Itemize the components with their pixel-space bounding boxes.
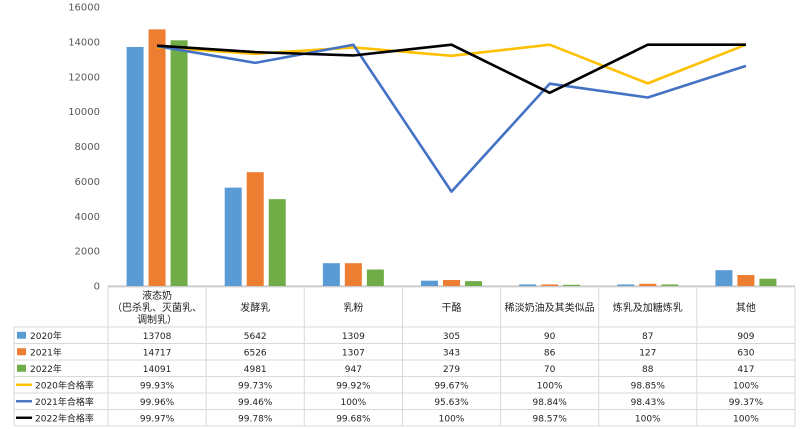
table-cell: 98.43% — [631, 398, 666, 408]
bar — [465, 281, 482, 286]
table-cell: 909 — [737, 332, 754, 342]
table-cell: 98.57% — [532, 414, 567, 424]
category-label: 发酵乳 — [240, 301, 270, 314]
bar — [737, 275, 755, 286]
bar — [224, 187, 242, 286]
table-cell: 100% — [635, 414, 661, 424]
y-tick-label: 4000 — [75, 212, 100, 223]
table-cell: 13708 — [143, 332, 172, 342]
table-cell: 70 — [544, 365, 556, 375]
bar — [170, 40, 188, 286]
table-cell: 305 — [443, 332, 460, 342]
table-cell: 417 — [737, 365, 754, 375]
y-tick-label: 2000 — [75, 247, 100, 258]
bar — [519, 284, 537, 286]
category-label: 干酪 — [442, 301, 462, 314]
y-tick-label: 14000 — [68, 37, 100, 48]
series-line — [156, 43, 747, 85]
series-line — [156, 43, 747, 193]
table-cell: 6526 — [244, 348, 267, 358]
table-cell: 100% — [733, 414, 759, 424]
bar — [246, 172, 264, 286]
legend-label: 2021年合格率 — [35, 396, 94, 408]
y-tick-label: 8000 — [75, 142, 100, 153]
series-line — [156, 43, 746, 95]
bar — [715, 270, 733, 286]
table-cell: 87 — [642, 332, 653, 342]
legend-label: 2020年 — [30, 330, 62, 342]
y-tick-label: 6000 — [75, 177, 100, 188]
table-cell: 14717 — [143, 348, 172, 358]
table-cell: 99.68% — [336, 414, 371, 424]
table-cell: 86 — [544, 348, 556, 358]
bar — [639, 283, 657, 286]
table-cell: 99.78% — [238, 414, 273, 424]
table-cell: 99.93% — [140, 381, 175, 391]
legend-swatch — [17, 331, 26, 339]
category-label: 其他 — [736, 301, 756, 314]
legend-label: 2020年合格率 — [35, 379, 94, 391]
bar — [344, 263, 362, 286]
legend-swatch — [17, 364, 26, 372]
bar — [148, 29, 166, 286]
bar — [366, 269, 384, 286]
table-cell: 98.84% — [532, 398, 567, 408]
table-cell: 100% — [340, 398, 366, 408]
table-cell: 4981 — [244, 365, 267, 375]
y-tick-label: 16000 — [68, 3, 100, 14]
bar — [268, 199, 286, 286]
bar — [322, 263, 340, 286]
table-cell: 100% — [439, 414, 465, 424]
table-cell: 14091 — [143, 365, 172, 375]
table-cell: 88 — [642, 365, 654, 375]
table-cell: 99.67% — [434, 381, 469, 391]
legend-label: 2021年 — [30, 346, 62, 358]
table-cell: 99.37% — [729, 398, 764, 408]
table-cell: 99.96% — [140, 398, 175, 408]
table-cell: 98.85% — [631, 381, 666, 391]
legend-swatch — [17, 348, 26, 356]
legend-label: 2022年 — [30, 363, 62, 375]
table-cell: 279 — [443, 365, 460, 375]
table-cell: 343 — [443, 348, 460, 358]
table-cell: 1307 — [342, 348, 365, 358]
bar — [126, 46, 144, 286]
bar — [443, 280, 460, 286]
table-cell: 947 — [345, 365, 362, 375]
bar — [541, 284, 559, 286]
table-cell: 630 — [737, 348, 754, 358]
line-series-group — [156, 43, 747, 193]
category-label: 乳粉 — [343, 301, 363, 314]
bar — [759, 278, 777, 286]
category-label: 液态奶 — [142, 289, 172, 302]
bar — [421, 280, 438, 286]
table-cell: 99.46% — [238, 398, 273, 408]
category-label: （巴杀乳、灭菌乳、 — [112, 301, 202, 314]
table-cell: 127 — [639, 348, 656, 358]
category-label: 稀淡奶油及其类似品 — [505, 301, 595, 314]
bar — [661, 284, 679, 286]
table-cell: 90 — [544, 332, 556, 342]
bar-series-group — [126, 29, 777, 286]
table-cell: 5642 — [244, 332, 267, 342]
category-label: 炼乳及加糖炼乳 — [613, 301, 683, 314]
bar — [563, 284, 581, 286]
table-cell: 100% — [537, 381, 563, 391]
table-cell: 99.92% — [336, 381, 371, 391]
table-grid — [13, 286, 796, 427]
category-label: 调制乳） — [137, 313, 177, 326]
bar — [617, 284, 635, 286]
y-tick-label: 10000 — [68, 107, 100, 118]
table-cell: 1309 — [342, 332, 365, 342]
table-cell: 99.73% — [238, 381, 273, 391]
table-cell: 100% — [733, 381, 759, 391]
table-cell: 99.97% — [140, 414, 175, 424]
y-tick-label: 12000 — [68, 72, 100, 83]
table-cell: 95.63% — [434, 398, 469, 408]
y-tick-label: 0 — [94, 282, 100, 293]
legend-label: 2022年合格率 — [35, 412, 94, 424]
data-table: 液态奶（巴杀乳、灭菌乳、调制乳） 发酵乳 乳粉 干酪 稀淡奶油及其类似品 炼乳及加糖炼乳 其… — [13, 286, 796, 427]
